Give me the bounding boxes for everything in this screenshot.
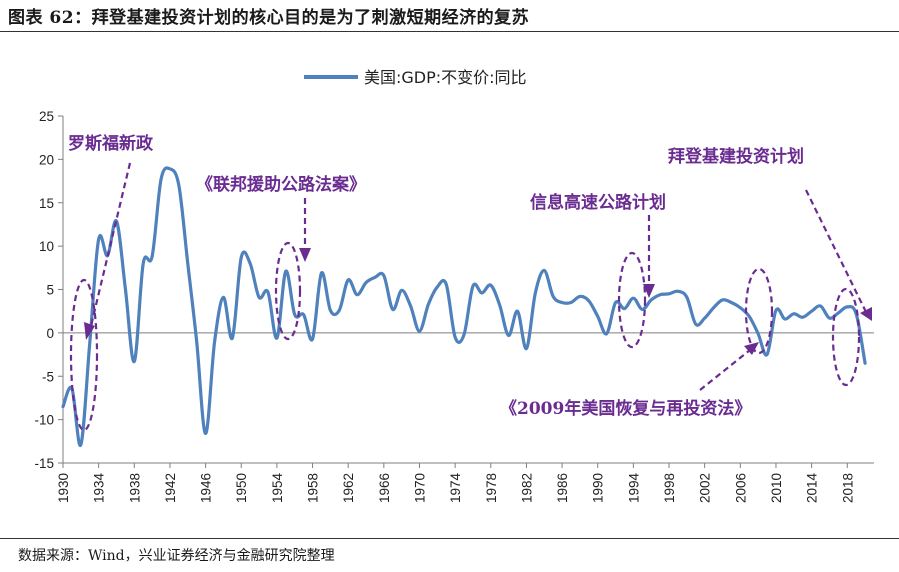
annotation-highway-act: 《联邦援助公路法案》	[196, 174, 366, 195]
arrow-arra-2009	[699, 349, 751, 391]
y-axis: -15 -10 -5 0 5 10 15 20 25	[34, 109, 64, 471]
y-tick-label: 25	[39, 109, 54, 124]
x-tick-label: 1934	[92, 473, 107, 504]
y-tick-label: 0	[46, 326, 54, 341]
annotation-info-highway: 信息高速公路计划	[530, 192, 666, 213]
x-tick-label: 1930	[56, 473, 71, 503]
arrow-biden	[805, 189, 867, 313]
arrowhead-info-highway	[643, 284, 655, 298]
x-tick-label: 1966	[377, 473, 392, 503]
x-tick-label: 1990	[591, 473, 606, 503]
x-tick-label: 1974	[448, 473, 463, 504]
arrow-new-deal	[88, 162, 132, 331]
annotations	[69, 162, 867, 432]
x-tick-label: 1998	[662, 473, 677, 503]
x-tick-label: 1986	[555, 473, 570, 503]
annotation-biden-plan: 拜登基建投资计划	[668, 146, 804, 167]
arrowhead-biden	[860, 307, 872, 321]
x-tick-label: 2014	[805, 473, 820, 504]
y-tick-label: 5	[46, 283, 54, 298]
y-tick-label: 15	[39, 196, 54, 211]
ellipse-new-deal	[69, 278, 99, 432]
ellipse-highway-act	[274, 241, 302, 341]
x-tick-label: 2002	[698, 473, 713, 503]
x-tick-label: 1994	[626, 473, 641, 504]
ellipse-info-highway	[617, 251, 647, 349]
annotation-arra-2009: 《2009年美国恢复与再投资法》	[500, 398, 751, 419]
source-note: 数据来源：Wind，兴业证券经济与金融研究院整理	[18, 548, 335, 564]
y-tick-label: -5	[42, 369, 54, 384]
x-tick-label: 1978	[484, 473, 499, 503]
arrowhead-highway-act	[299, 248, 311, 262]
y-tick-label: -15	[34, 456, 54, 471]
arrowhead-arra-2009	[744, 342, 759, 355]
x-tick-label: 1938	[127, 473, 142, 503]
ellipse-arra-2009	[744, 267, 774, 355]
legend-label: 美国:GDP:不变价:同比	[364, 68, 527, 87]
x-tick-label: 2006	[733, 473, 748, 503]
x-tick-label: 2018	[840, 473, 855, 503]
legend: 美国:GDP:不变价:同比	[304, 68, 527, 87]
series-group	[61, 166, 867, 447]
x-tick-label: 1946	[199, 473, 214, 503]
x-tick-label: 1950	[234, 473, 249, 503]
ellipse-biden	[831, 287, 861, 387]
y-tick-label: -10	[34, 413, 54, 428]
arrowhead-new-deal	[84, 322, 95, 340]
x-axis: 1930 1934 1938 1942 1946 1950 1954 1958 1962 1966…	[56, 462, 874, 504]
series-line-gdp	[61, 166, 867, 447]
x-tick-label: 1970	[412, 473, 427, 503]
annotation-new-deal: 罗斯福新政	[68, 133, 154, 154]
footer-divider	[0, 538, 899, 539]
x-tick-label: 2010	[769, 473, 784, 503]
y-tick-label: 20	[39, 152, 54, 167]
page-title: 图表 62：拜登基建投资计划的核心目的是为了刺激短期经济的复苏	[8, 8, 530, 28]
x-tick-label: 1982	[519, 473, 534, 503]
x-tick-label: 1962	[341, 473, 356, 503]
x-tick-label: 1954	[270, 473, 285, 504]
arrowheads	[84, 248, 872, 355]
x-tick-label: 1942	[163, 473, 178, 503]
x-tick-label: 1958	[306, 473, 321, 503]
title-divider	[0, 31, 899, 32]
y-tick-label: 10	[39, 239, 54, 254]
